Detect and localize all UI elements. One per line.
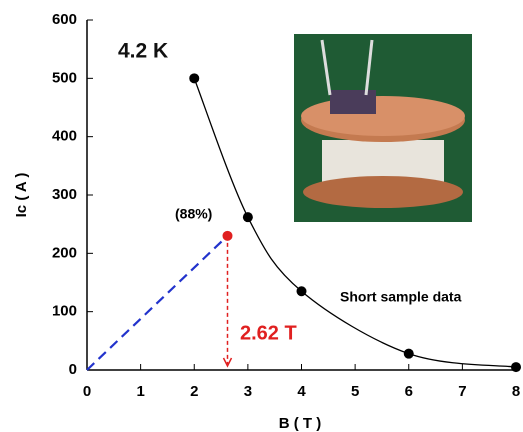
photo	[294, 34, 472, 222]
flange	[301, 96, 465, 136]
y-tick-label: 600	[52, 11, 77, 28]
data-point	[189, 73, 199, 83]
operating-point	[222, 231, 232, 241]
y-tick-label: 500	[52, 69, 77, 86]
y-tick-label: 300	[52, 186, 77, 203]
flange	[303, 176, 463, 208]
x-tick-label: 8	[512, 383, 520, 400]
data-point	[511, 362, 521, 372]
x-tick-label: 3	[244, 383, 252, 400]
y-tick-label: 400	[52, 128, 77, 145]
y-tick-label: 0	[69, 361, 77, 378]
x-tick-label: 6	[405, 383, 413, 400]
series-label: Short sample data	[340, 289, 462, 305]
field-label: 2.62 T	[240, 322, 297, 344]
y-axis-label: Ic ( A )	[13, 173, 30, 218]
temperature-label: 4.2 K	[118, 40, 168, 63]
y-tick-label: 100	[52, 303, 77, 320]
data-point	[243, 212, 253, 222]
x-tick-label: 7	[458, 383, 466, 400]
x-tick-label: 1	[136, 383, 144, 400]
percent-label: (88%)	[175, 206, 212, 222]
data-point	[404, 349, 414, 359]
load-line	[87, 236, 227, 370]
x-tick-label: 4	[297, 383, 306, 400]
x-tick-label: 2	[190, 383, 198, 400]
x-axis-label: B ( T )	[279, 415, 322, 432]
x-tick-label: 5	[351, 383, 359, 400]
y-tick-label: 200	[52, 244, 77, 261]
chart: 4.2 K B ( T ) Ic ( A ) 0 100 200 300 400 500 6…	[0, 0, 523, 432]
x-tick-label: 0	[83, 383, 91, 400]
data-point	[297, 286, 307, 296]
terminal	[330, 90, 376, 114]
